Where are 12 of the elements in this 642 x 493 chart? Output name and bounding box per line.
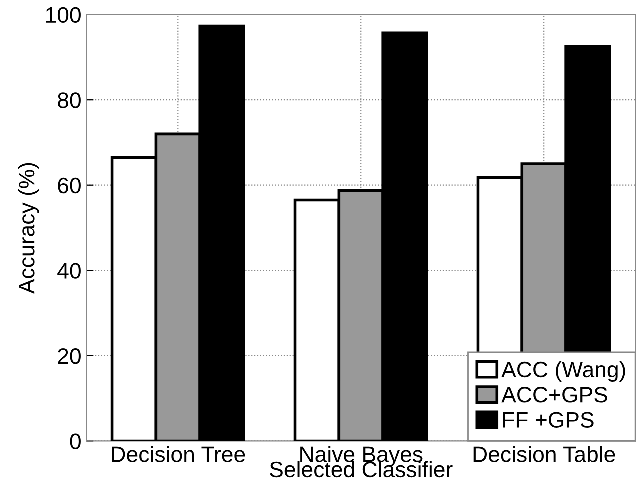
legend-label: ACC (Wang) <box>502 361 626 382</box>
legend-label: ACC+GPS <box>502 387 608 403</box>
y-tick-label: 100 <box>46 7 81 24</box>
y-tick-label: 60 <box>58 178 81 194</box>
legend-label: FF +GPS <box>503 412 594 428</box>
y-axis-title: Accuracy (%) <box>18 163 40 294</box>
y-tick-label: 20 <box>58 348 81 364</box>
y-tick-label: 0 <box>70 434 81 450</box>
x-tick-label: Decision Tree <box>112 446 246 462</box>
y-tick-label: 40 <box>58 263 81 279</box>
y-tick-label: 80 <box>58 92 81 108</box>
x-tick-label: Decision Table <box>474 446 616 462</box>
